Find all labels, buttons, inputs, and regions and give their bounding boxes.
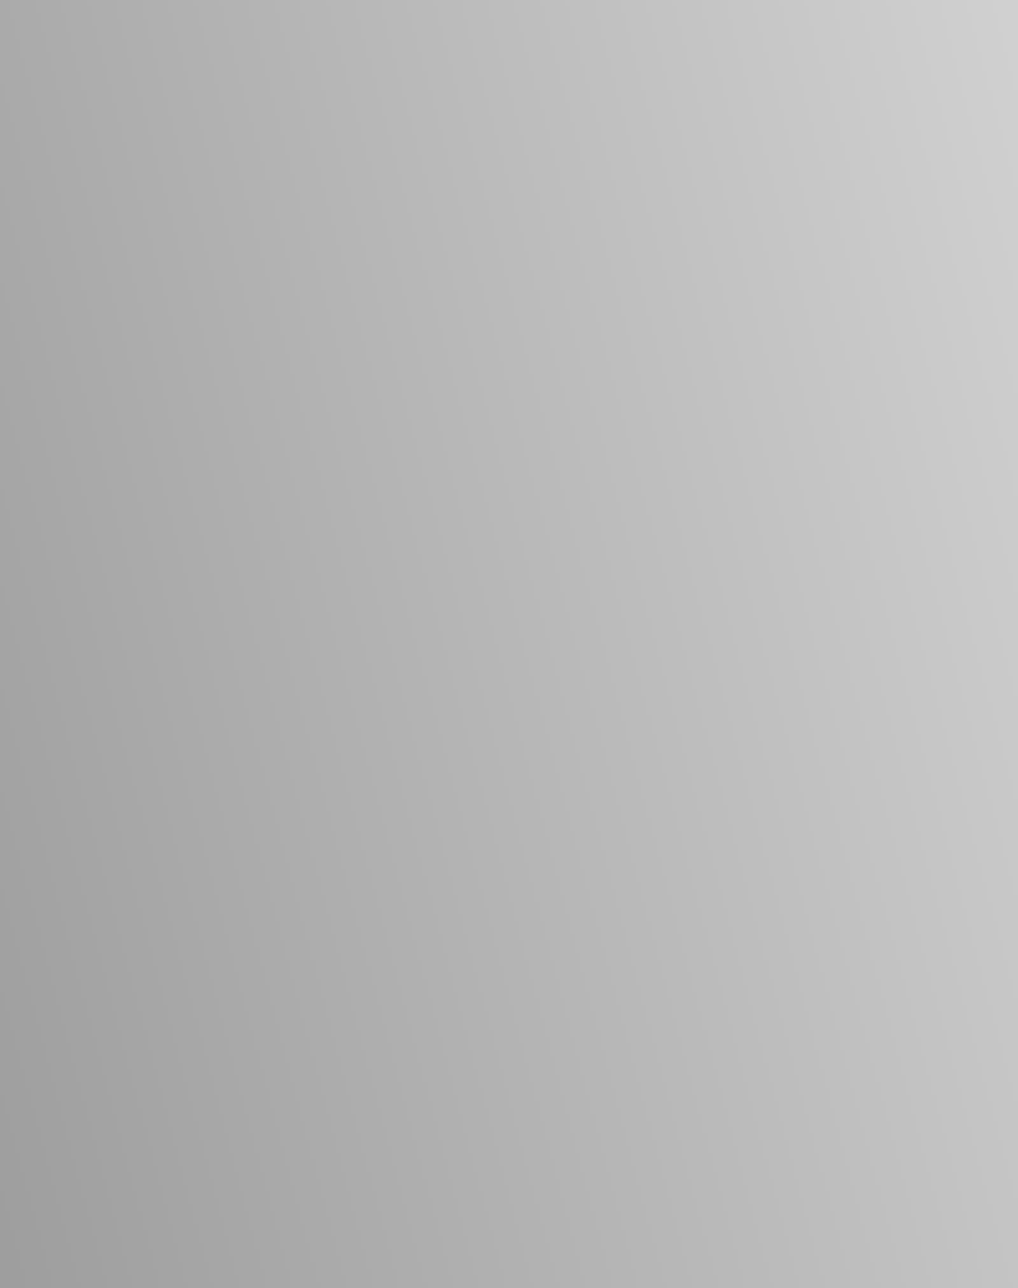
Text: Σxy: Σxy — [306, 712, 340, 730]
Text: =: = — [384, 546, 399, 564]
Text: r: r — [306, 837, 316, 855]
Text: about dependent variable?  Why?: about dependent variable? Why? — [191, 245, 544, 263]
Text: y: y — [800, 403, 809, 420]
Text: x: x — [521, 299, 529, 313]
Text: 4. Forecast the demand for 2018, 2019, and 2020 based on the demand: 4. Forecast the demand for 2018, 2019, a… — [144, 939, 824, 957]
Text: n: n — [306, 422, 319, 440]
Text: =: = — [384, 755, 399, 773]
Text: g.: g. — [245, 671, 263, 689]
Text: =: = — [384, 837, 399, 855]
Text: y: y — [306, 589, 317, 607]
Text: =: = — [384, 504, 399, 522]
Text: j.: j. — [245, 796, 257, 814]
Text: k.: k. — [245, 837, 263, 855]
Text: 3. Determine each of the following:: 3. Determine each of the following: — [146, 384, 479, 402]
Text: β: β — [306, 796, 318, 814]
Text: d.: d. — [245, 546, 263, 564]
Text: a.: a. — [245, 422, 262, 440]
Text: y: y — [690, 366, 699, 380]
Text: Σxy²: Σxy² — [569, 542, 615, 560]
Text: 1. Which do you think shall serve as independent variable?  How: 1. Which do you think shall serve as ind… — [191, 227, 805, 245]
Text: c.: c. — [245, 504, 262, 522]
Text: =: = — [384, 422, 399, 440]
Text: total of: total of — [310, 482, 355, 495]
Text: 8: 8 — [438, 422, 451, 443]
Text: l.    Develop the demand equation using your answers in part 2.: l. Develop the demand equation using you… — [222, 877, 805, 895]
Text: function that you have estimated.: function that you have estimated. — [144, 958, 479, 976]
Text: (Σy)² =: (Σy)² = — [306, 671, 372, 689]
Text: h.: h. — [245, 712, 263, 730]
Text: Here are some guide questions that will help you determine the demand: Here are some guide questions that will … — [144, 180, 830, 198]
Text: e.: e. — [245, 589, 262, 607]
Text: Interpret coefficients α and β.: Interpret coefficients α and β. — [222, 896, 536, 914]
Text: 2. Draw a scatterplot depicting the relationship between time and sales.: 2. Draw a scatterplot depicting the rela… — [191, 276, 876, 294]
Text: =: = — [384, 465, 399, 483]
Text: (Σx)² =: (Σx)² = — [306, 630, 372, 648]
Text: Σy²: Σy² — [569, 461, 604, 480]
Text: Σy: Σy — [306, 504, 330, 522]
Text: i.: i. — [245, 755, 257, 773]
Text: =: = — [384, 589, 399, 607]
Text: f.: f. — [245, 630, 258, 648]
Text: b.: b. — [245, 465, 263, 483]
Text: total of: total of — [310, 439, 355, 452]
Text: =: = — [384, 712, 399, 730]
Text: function:: function: — [144, 200, 228, 218]
Text: =: = — [384, 796, 399, 814]
Text: (Σy)²: (Σy)² — [569, 500, 620, 519]
Text: α: α — [306, 755, 319, 773]
Text: Σx: Σx — [306, 465, 330, 483]
Text: x: x — [306, 546, 317, 564]
